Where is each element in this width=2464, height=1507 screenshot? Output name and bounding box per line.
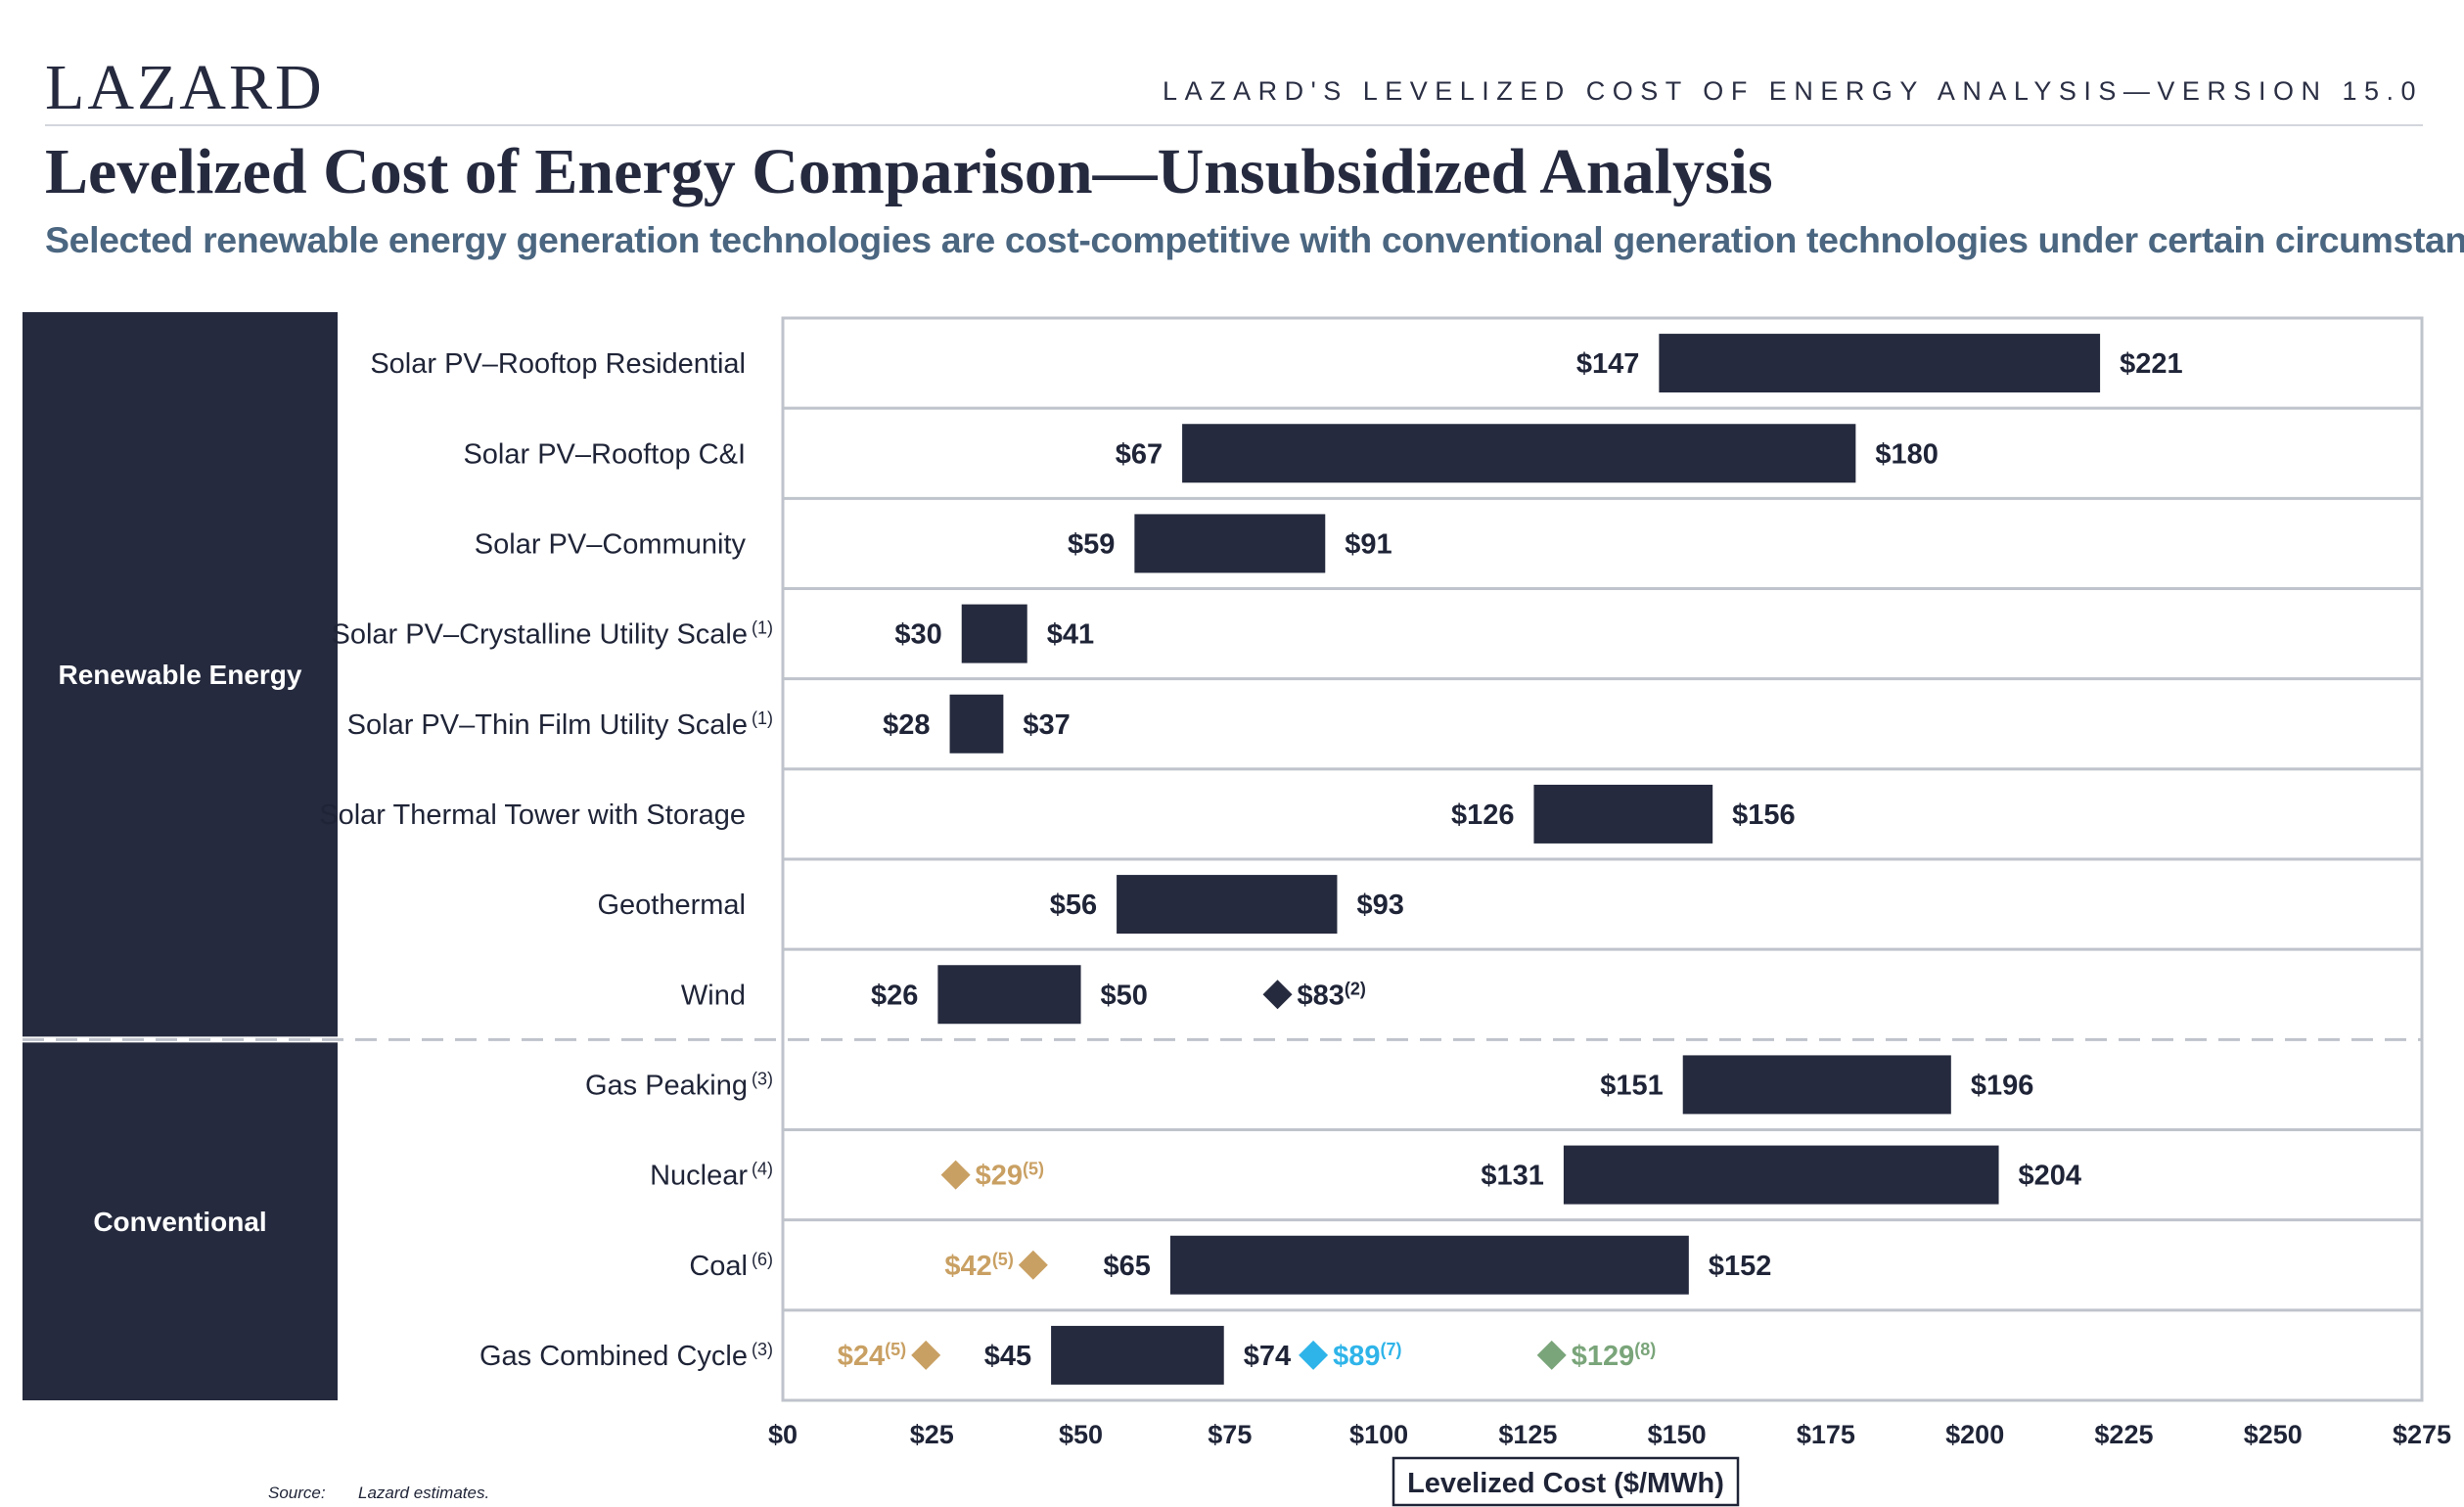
x-tick-label: $75	[1208, 1420, 1252, 1449]
high-value-label: $156	[1732, 799, 1796, 831]
x-tick-label: $150	[1648, 1420, 1707, 1449]
range-bar	[937, 965, 1081, 1025]
range-bar	[1659, 334, 2101, 393]
lazard-logo: LAZARD	[45, 52, 325, 123]
high-value-label: $74	[1244, 1341, 1291, 1372]
diamond-marker	[1299, 1340, 1329, 1370]
diamond-marker	[940, 1160, 971, 1190]
high-value-label: $37	[1023, 709, 1070, 741]
high-value-label: $180	[1875, 438, 1939, 470]
row-label: Solar PV–Rooftop C&I	[463, 438, 746, 470]
row-label: Solar PV–Rooftop Residential	[370, 348, 746, 380]
x-tick-label: $50	[1059, 1420, 1103, 1449]
page-subtitle: Selected renewable energy generation tec…	[45, 219, 2464, 260]
report-title: LAZARD'S LEVELIZED COST OF ENERGY ANALYS…	[1163, 76, 2423, 106]
range-bar	[1533, 784, 1713, 844]
marker-value-label: $83(2)	[1298, 979, 1366, 1011]
range-bar	[961, 604, 1027, 663]
x-tick-label: $0	[768, 1420, 798, 1449]
marker-value-label: $24(5)	[838, 1340, 906, 1372]
row-label: Geothermal	[597, 890, 746, 921]
header-divider	[45, 124, 2423, 126]
group-label-1: Conventional	[93, 1207, 266, 1237]
row-label: Gas Peaking (3)	[585, 1069, 773, 1101]
row-label: Nuclear (4)	[650, 1160, 773, 1192]
high-value-label: $93	[1356, 890, 1403, 921]
low-value-label: $151	[1600, 1070, 1664, 1101]
marker-value-label: $42(5)	[944, 1250, 1013, 1282]
high-value-label: $50	[1101, 980, 1148, 1011]
row-label: Wind	[681, 980, 746, 1011]
low-value-label: $147	[1576, 348, 1640, 380]
diamond-marker	[911, 1340, 941, 1370]
range-bar	[1682, 1055, 1951, 1115]
group-panel-1	[23, 1042, 338, 1400]
group-panel-0	[23, 312, 338, 1037]
x-tick-label: $25	[910, 1420, 954, 1449]
low-value-label: $26	[871, 980, 918, 1011]
low-value-label: $59	[1068, 528, 1115, 560]
range-bar	[1051, 1325, 1224, 1385]
low-value-label: $56	[1050, 890, 1097, 921]
range-bar	[1134, 514, 1326, 573]
x-axis-title-box: Levelized Cost ($/MWh)	[1392, 1456, 1740, 1507]
row-label: Coal (6)	[689, 1250, 773, 1282]
x-tick-label: $275	[2393, 1420, 2451, 1449]
source-label: Source:	[268, 1484, 326, 1502]
high-value-label: $152	[1709, 1251, 1772, 1282]
range-bar	[949, 694, 1004, 754]
high-value-label: $221	[2120, 348, 2183, 380]
high-value-label: $196	[1971, 1070, 2034, 1101]
range-bar	[1117, 875, 1338, 935]
low-value-label: $45	[984, 1341, 1031, 1372]
source-text: Lazard estimates.	[358, 1484, 490, 1502]
low-value-label: $131	[1481, 1161, 1544, 1192]
page-title: Levelized Cost of Energy Comparison—Unsu…	[45, 136, 1773, 207]
source-note: Source: Lazard estimates.	[268, 1484, 489, 1503]
row-label: Solar Thermal Tower with Storage	[319, 799, 746, 831]
high-value-label: $41	[1047, 619, 1094, 651]
marker-value-label: $129(8)	[1572, 1340, 1657, 1372]
range-bar	[1182, 424, 1856, 483]
group-label-0: Renewable Energy	[59, 660, 302, 690]
row-label: Solar PV–Thin Film Utility Scale (1)	[347, 708, 773, 741]
row-label: Solar PV–Community	[475, 528, 747, 560]
row-label: Solar PV–Crystalline Utility Scale (1)	[332, 618, 773, 651]
diamond-marker	[1018, 1250, 1048, 1280]
low-value-label: $65	[1104, 1251, 1151, 1282]
range-bar	[1169, 1235, 1689, 1295]
low-value-label: $126	[1451, 799, 1515, 831]
x-axis-title-frame	[1392, 1456, 1740, 1507]
marker-value-label: $29(5)	[976, 1160, 1044, 1192]
x-axis-title: Levelized Cost ($/MWh)	[1407, 1468, 1724, 1499]
x-tick-label: $175	[1797, 1420, 1855, 1449]
x-tick-label: $225	[2094, 1420, 2153, 1449]
row-label: Gas Combined Cycle (3)	[479, 1340, 773, 1372]
x-tick-label: $200	[1945, 1420, 2004, 1449]
low-value-label: $30	[894, 619, 941, 651]
high-value-label: $204	[2019, 1161, 2082, 1192]
x-tick-label: $125	[1498, 1420, 1557, 1449]
x-tick-label: $250	[2244, 1420, 2303, 1449]
diamond-marker	[1262, 980, 1293, 1010]
marker-value-label: $89(7)	[1333, 1340, 1401, 1372]
range-bar	[1563, 1145, 1999, 1205]
x-tick-label: $100	[1349, 1420, 1408, 1449]
low-value-label: $67	[1116, 438, 1163, 470]
diamond-marker	[1536, 1340, 1567, 1370]
low-value-label: $28	[883, 709, 930, 741]
high-value-label: $91	[1345, 528, 1392, 560]
